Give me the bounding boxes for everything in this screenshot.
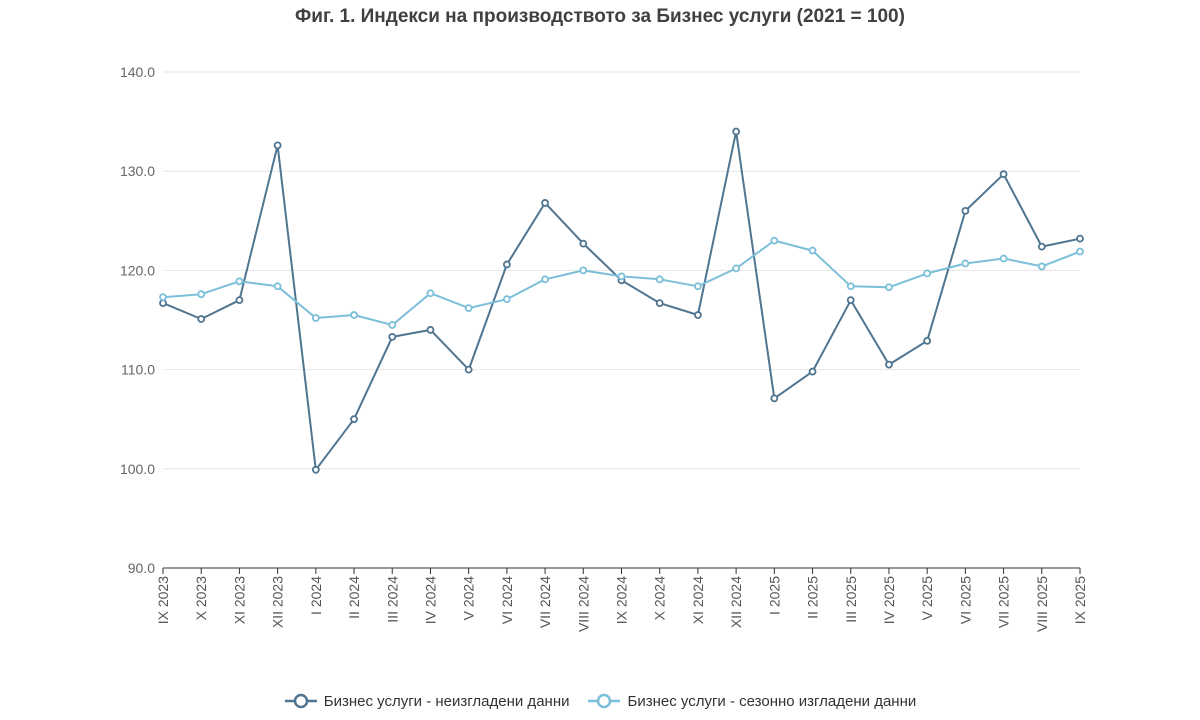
- data-point: [1076, 247, 1084, 256]
- data-point: [999, 170, 1008, 179]
- x-tick-label: V 2024: [461, 576, 477, 621]
- data-point: [808, 246, 817, 255]
- data-point: [770, 394, 779, 403]
- data-point: [846, 282, 855, 291]
- legend-seasonally-adjusted-icon: [588, 693, 621, 709]
- data-point: [655, 275, 664, 284]
- x-tick-label: X 2024: [652, 576, 668, 621]
- y-tick-label: 100.0: [120, 461, 155, 477]
- x-tick-label: V 2025: [919, 576, 935, 621]
- data-point: [655, 299, 664, 308]
- data-point: [1037, 242, 1046, 251]
- x-tick-label: IX 2023: [155, 576, 171, 624]
- legend-unadjusted-icon: [284, 693, 317, 709]
- data-point: [732, 127, 741, 136]
- data-point: [426, 289, 435, 298]
- data-point: [350, 311, 358, 319]
- x-tick-label: III 2025: [843, 576, 859, 623]
- data-point: [235, 296, 244, 305]
- data-point: [502, 295, 511, 304]
- y-tick-label: 130.0: [120, 163, 155, 179]
- data-point: [159, 293, 167, 302]
- x-tick-label: XI 2023: [231, 576, 247, 624]
- y-tick-label: 110.0: [121, 362, 155, 378]
- data-point: [197, 290, 206, 299]
- x-tick-label: VII 2025: [996, 576, 1012, 628]
- data-point: [197, 315, 206, 323]
- y-tick-label: 120.0: [120, 262, 155, 278]
- series-line-0: [162, 130, 1081, 471]
- legend-item-seasonally-adjusted[interactable]: Бизнес услуги - сезонно изгладени данни: [587, 692, 916, 710]
- x-tick-label: IX 2024: [614, 576, 630, 624]
- data-point: [579, 266, 588, 275]
- data-point: [694, 311, 702, 319]
- data-point: [311, 314, 320, 322]
- data-point: [464, 365, 473, 374]
- x-tick-label: XI 2024: [690, 576, 706, 624]
- legend-label-unadjusted: Бизнес услуги - неизгладени данни: [323, 692, 570, 710]
- x-tick-label: XII 2023: [270, 576, 286, 628]
- data-point: [1037, 262, 1046, 271]
- data-point: [999, 254, 1008, 263]
- data-point: [579, 239, 588, 248]
- legend-item-unadjusted[interactable]: Бизнес услуги - неизгладени данни: [284, 692, 570, 710]
- x-tick-label: IX 2025: [1072, 576, 1088, 624]
- data-point: [541, 199, 549, 207]
- data-point: [464, 304, 473, 312]
- data-point: [388, 332, 397, 341]
- data-point: [617, 272, 626, 281]
- x-tick-label: XII 2024: [728, 576, 744, 628]
- data-point: [885, 283, 893, 292]
- data-point: [273, 141, 282, 150]
- x-tick-label: X 2023: [193, 576, 209, 621]
- series-layer: [159, 127, 1084, 474]
- data-point: [694, 282, 702, 291]
- data-point: [961, 206, 970, 215]
- data-point: [846, 296, 855, 305]
- legend-label-seasonally-adjusted: Бизнес услуги - сезонно изгладени данни: [627, 692, 917, 710]
- data-point: [235, 277, 244, 286]
- data-point: [961, 259, 970, 268]
- x-tick-label: VIII 2025: [1034, 576, 1050, 632]
- data-point: [808, 367, 817, 376]
- axes: 90.0 100.0 110.0 120.0 130.0 140.0 IX 2023 X 20…: [120, 64, 1088, 632]
- x-tick-label: III 2024: [384, 576, 400, 623]
- x-tick-label: VI 2025: [957, 576, 973, 624]
- data-point: [732, 264, 741, 273]
- data-point: [350, 415, 358, 424]
- x-tick-label: VIII 2024: [575, 576, 591, 632]
- data-point: [311, 465, 320, 474]
- y-tick-label: 90.0: [128, 560, 155, 576]
- data-point: [923, 336, 932, 345]
- legend: Бизнес услуги - неизгладени данни Бизнес…: [0, 692, 1200, 710]
- x-tick-label: I 2024: [308, 576, 324, 615]
- data-point: [541, 275, 549, 284]
- chart-title: Фиг. 1. Индекси на производството за Биз…: [295, 6, 905, 27]
- x-tick-label: VI 2024: [499, 576, 515, 624]
- data-point: [1076, 234, 1084, 243]
- data-point: [426, 326, 435, 334]
- x-tick-label: VII 2024: [537, 576, 553, 628]
- data-point: [388, 321, 397, 329]
- data-point: [273, 282, 282, 291]
- y-tick-label: 140.0: [120, 64, 155, 80]
- data-point: [885, 360, 893, 369]
- x-tick-label: IV 2024: [422, 576, 438, 624]
- data-point: [502, 260, 511, 269]
- data-point: [923, 269, 932, 278]
- x-tick-label: IV 2025: [881, 576, 897, 624]
- x-tick-label: I 2025: [766, 576, 782, 615]
- data-point: [770, 236, 779, 245]
- x-tick-label: II 2024: [346, 576, 362, 619]
- x-tick-label: II 2025: [805, 576, 821, 619]
